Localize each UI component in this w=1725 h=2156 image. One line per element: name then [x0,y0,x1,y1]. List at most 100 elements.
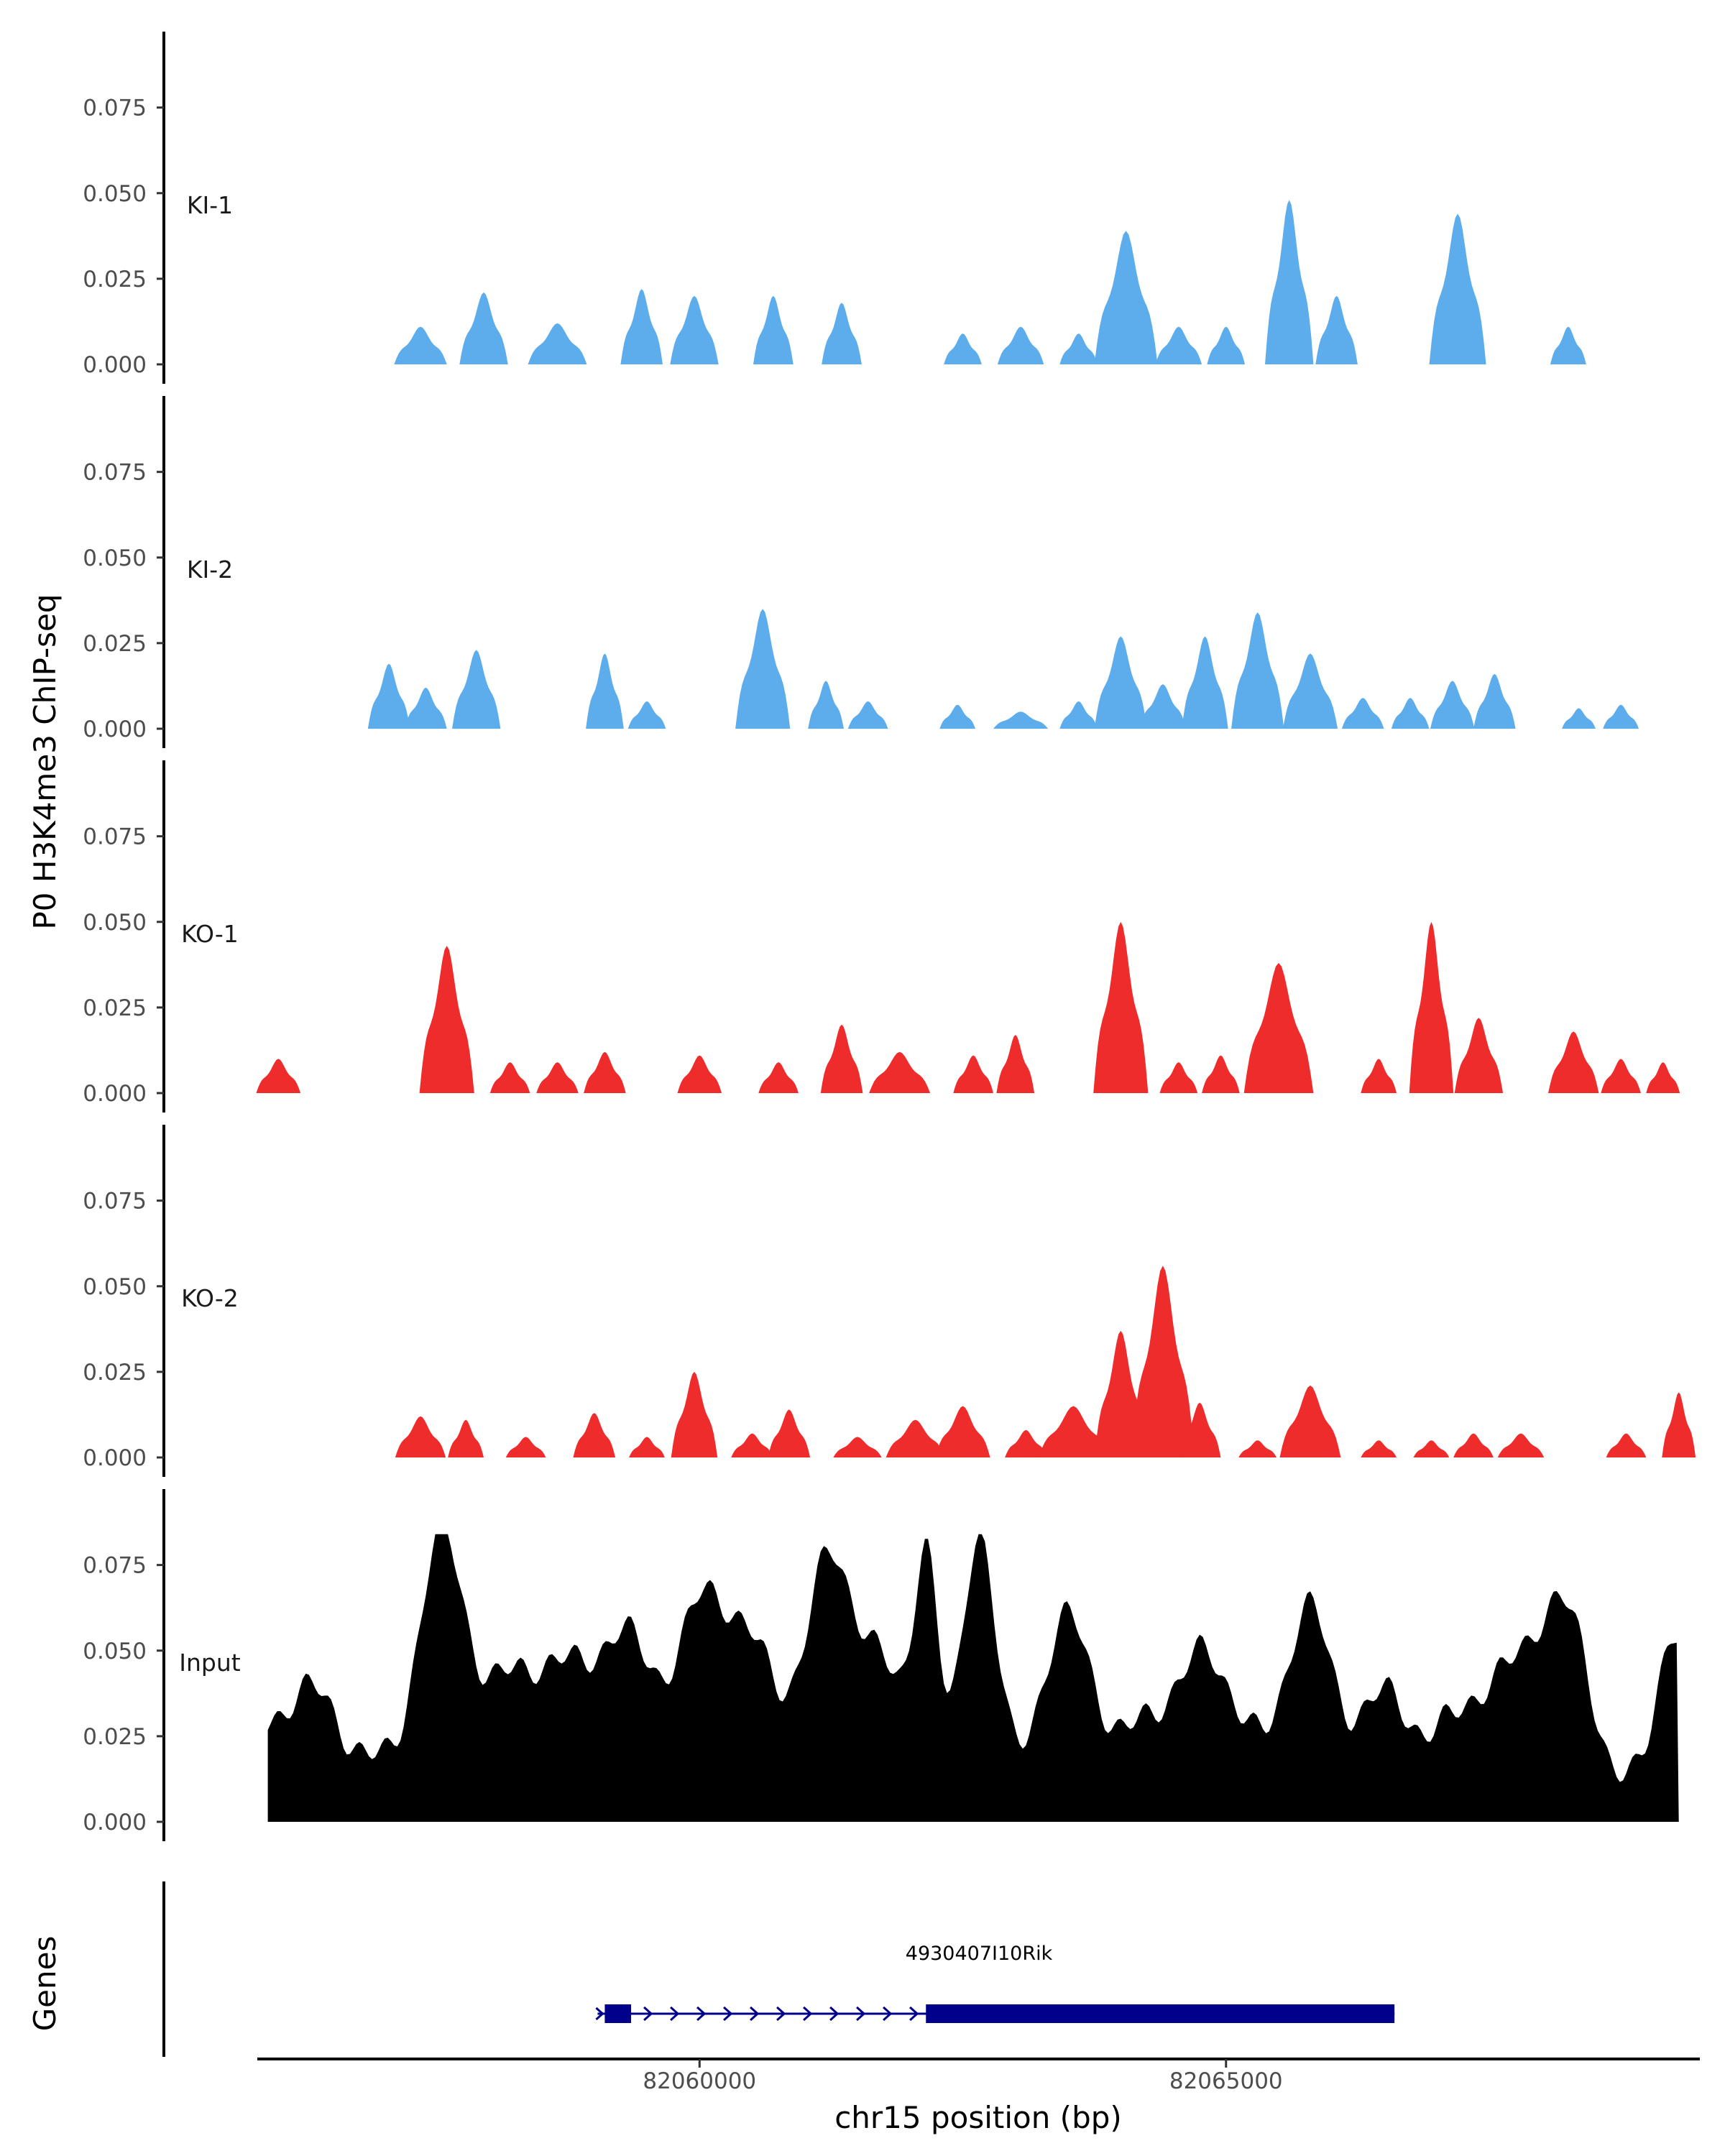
signal-peak [1182,636,1228,729]
y-tick-label: 0.025 [83,1360,147,1386]
signal-peak [1562,708,1596,729]
tracks-group: 0.000 0.025 0.050 0.075 KI-1 0.000 0.025 0.050 0… [83,32,1696,1841]
signal-peak [1265,200,1314,364]
signal-peak [1662,1392,1696,1457]
signal-peak [1005,1429,1047,1457]
signal-peak [459,292,508,364]
signal-peak [753,295,794,364]
signal-peak [1409,921,1454,1093]
track-label: KO-1 [181,920,239,948]
track-ki-1: 0.000 0.025 0.050 0.075 KI-1 [83,32,1586,384]
signal-peak [935,1406,990,1457]
signal-peak [1094,231,1158,364]
signal-peak [586,653,624,729]
gene-exon [604,2004,632,2023]
y-axis-title: P0 H3K4me3 ChIP-seq [27,594,63,929]
signal-peak [1207,326,1246,364]
signal-peak [448,1419,484,1457]
y-tick-label: 0.050 [83,910,147,936]
y-tick-label: 0.000 [83,1810,147,1835]
signal-peak [405,687,447,729]
signal-peak [886,1419,945,1457]
signal-peak [489,1062,530,1093]
signal-peak [1178,1402,1221,1457]
signal-peak [735,609,791,729]
signal-peak [620,289,663,364]
signal-peak [1550,326,1586,364]
track-label: KO-2 [181,1284,239,1312]
signal-peak [395,1416,446,1457]
y-tick-label: 0.075 [83,1553,147,1579]
signal-peak [536,1062,579,1093]
signal-peak [1413,1440,1450,1457]
track-label: Input [179,1649,241,1677]
signal-peak [256,1059,301,1093]
y-tick-label: 0.050 [83,1639,147,1664]
track-label: KI-1 [187,191,233,219]
signal-peak [1361,1059,1397,1093]
signal-peak [1238,1440,1277,1457]
gene-name-label: 4930407I10Rik [906,1943,1053,1965]
signal-peak [997,326,1044,364]
signal-peak [944,333,982,364]
signal-peak [869,1051,931,1093]
signal-peak [367,663,410,729]
signal-peak [1454,1018,1504,1093]
x-axis: 82060000 82065000 chr15 position (bp) [257,2058,1700,2135]
strand-arrow [803,2006,813,2022]
signal-peak [1601,1059,1641,1093]
signal-peak [1243,962,1314,1093]
signal-peak [452,650,501,729]
y-tick-label: 0.000 [83,352,147,378]
signal-peak [1473,673,1516,729]
y-tick-label: 0.000 [83,717,147,742]
signal-peak [677,1055,722,1093]
signal-peak [1279,1385,1341,1457]
signal-peak [1282,653,1338,729]
x-axis-title: chr15 position (bp) [834,2100,1122,2135]
y-tick-label: 0.075 [83,96,147,121]
y-tick-label: 0.050 [83,181,147,207]
signal-peak [528,323,587,364]
signal-peak [629,1437,665,1457]
signal-peak [1453,1433,1494,1457]
signal-peak [394,326,447,364]
signal-peak [847,701,888,729]
signal-peak [1231,612,1284,729]
x-tick-label: 82065000 [1169,2068,1283,2094]
signal-peak [833,1437,882,1457]
signal-peak [573,1413,616,1457]
signal-peak [1497,1433,1545,1457]
signal-peak [1159,1062,1198,1093]
gene-panel: 4930407I10Rik [162,1881,1395,2057]
track-ko-1: 0.000 0.025 0.050 0.075 KO-1 [83,760,1680,1112]
signal-peak [1155,326,1202,364]
y-tick-label: 0.075 [83,824,147,850]
y-tick-label: 0.025 [83,995,147,1021]
signal-peak [627,701,666,729]
y-tick-label: 0.000 [83,1445,147,1471]
signal-peak [1094,1330,1147,1457]
signal-peak [1603,704,1639,729]
input-signal-area [267,1534,1679,1822]
signal-peak [1093,921,1149,1093]
signal-peak [820,1024,863,1093]
signal-peak [670,295,719,364]
strand-arrow [829,2006,840,2022]
signal-peak [505,1437,546,1457]
signal-peak [1341,698,1384,729]
signal-peak [1039,1406,1108,1457]
gene-exon [926,2004,1395,2023]
strand-arrow [670,2006,680,2022]
signal-peak [939,704,976,729]
track-ko-2: 0.000 0.025 0.050 0.075 KO-2 [83,1125,1696,1477]
strand-arrow [595,2007,604,2021]
signal-peak [1391,698,1430,729]
signal-peak [1315,295,1358,364]
strand-arrow [723,2006,733,2022]
strand-arrow [643,2006,653,2022]
y-tick-label: 0.075 [83,1189,147,1215]
signal-peak [731,1433,773,1457]
signal-peak [808,681,844,729]
